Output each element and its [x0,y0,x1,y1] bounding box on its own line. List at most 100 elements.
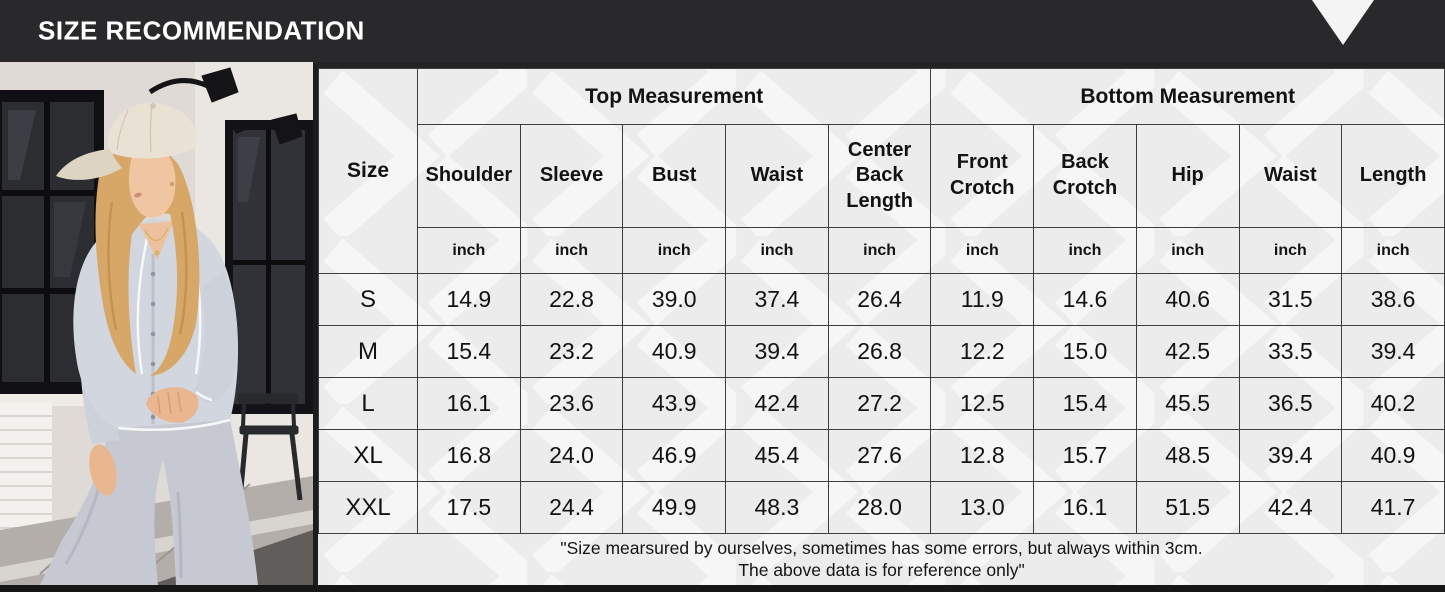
table-row-xl: XL 16.8 24.0 46.9 45.4 27.6 12.8 15.7 48… [318,429,1445,482]
page-title: SIZE RECOMMENDATION [38,15,365,46]
value-cell: 39.4 [1341,325,1445,378]
value-cell: 38.6 [1341,273,1445,326]
unit-cell: inch [1238,227,1343,274]
size-chart-table: Size Top Measurement Bottom Measurement … [318,68,1445,534]
value-cell: 12.5 [930,377,1035,430]
value-cell: 39.4 [725,325,829,378]
value-cell: 42.5 [1135,325,1240,378]
window-right [225,120,313,414]
value-cell: 39.4 [1238,429,1343,482]
value-cell: 39.0 [622,273,727,326]
size-label: L [318,377,418,430]
value-cell: 16.1 [1033,481,1137,534]
value-cell: 33.5 [1238,325,1343,378]
col-header: Length [1341,124,1445,228]
value-cell: 11.9 [930,273,1035,326]
value-cell: 16.1 [417,377,521,430]
unit-cell: inch [1135,227,1240,274]
table-footnote: "Size mearsured by ourselves, sometimes … [318,534,1445,585]
col-header: Waist [1238,124,1343,228]
col-header: Back Crotch [1033,124,1137,228]
unit-cell: inch [1341,227,1445,274]
value-cell: 40.9 [1341,429,1445,482]
value-cell: 15.4 [417,325,521,378]
top-measurement-header: Top Measurement [416,68,932,125]
value-cell: 42.4 [1238,481,1343,534]
size-label: S [318,273,418,326]
value-cell: 46.9 [622,429,727,482]
footnote-line-1: "Size mearsured by ourselves, sometimes … [560,538,1203,558]
bottom-measurement-header: Bottom Measurement [930,68,1445,125]
value-cell: 17.5 [417,481,521,534]
table-row-l: L 16.1 23.6 43.9 42.4 27.2 12.5 15.4 45.… [318,377,1445,430]
size-label: M [318,325,418,378]
col-header: Hip [1135,124,1240,228]
value-cell: 13.0 [930,481,1035,534]
bottom-strip [0,585,1445,592]
value-cell: 14.9 [417,273,521,326]
unit-row: inch inch inch inch inch inch inch inch … [319,227,1445,274]
value-cell: 28.0 [827,481,932,534]
value-cell: 40.6 [1135,273,1240,326]
value-cell: 48.3 [725,481,829,534]
model [40,102,258,585]
size-corner-header: Size [318,68,418,274]
value-cell: 26.8 [827,325,932,378]
value-cell: 27.2 [827,377,932,430]
value-cell: 36.5 [1238,377,1343,430]
value-cell: 16.8 [417,429,521,482]
value-cell: 24.4 [519,481,624,534]
header-banner: SIZE RECOMMENDATION [0,0,1445,62]
value-cell: 40.9 [622,325,727,378]
value-cell: 43.9 [622,377,727,430]
value-cell: 49.9 [622,481,727,534]
value-cell: 42.4 [725,377,829,430]
table-row-xxl: XXL 17.5 24.4 49.9 48.3 28.0 13.0 16.1 5… [318,481,1445,534]
value-cell: 40.2 [1341,377,1445,430]
unit-cell: inch [930,227,1035,274]
unit-cell: inch [1033,227,1137,274]
value-cell: 26.4 [827,273,932,326]
value-cell: 22.8 [519,273,624,326]
table-row-m: M 15.4 23.2 40.9 39.4 26.8 12.2 15.0 42.… [318,325,1445,378]
col-header: Sleeve [519,124,624,228]
size-label: XL [318,429,418,482]
value-cell: 45.5 [1135,377,1240,430]
value-cell: 41.7 [1341,481,1445,534]
unit-cell: inch [519,227,624,274]
model-photo-illustration [0,62,313,585]
size-label: XXL [318,481,418,534]
value-cell: 15.0 [1033,325,1137,378]
value-cell: 37.4 [725,273,829,326]
main-content: Size Top Measurement Bottom Measurement … [0,62,1445,585]
table-row-s: S 14.9 22.8 39.0 37.4 26.4 11.9 14.6 40.… [318,273,1445,326]
unit-cell: inch [622,227,727,274]
value-cell: 51.5 [1135,481,1240,534]
value-cell: 14.6 [1033,273,1137,326]
model-photo [0,62,313,585]
unit-cell: inch [725,227,829,274]
value-cell: 12.8 [930,429,1035,482]
col-header: Front Crotch [930,124,1035,228]
value-cell: 27.6 [827,429,932,482]
col-header: Waist [725,124,829,228]
unit-cell: inch [827,227,932,274]
value-cell: 31.5 [1238,273,1343,326]
col-header: Shoulder [417,124,521,228]
value-cell: 15.7 [1033,429,1137,482]
group-header-row: Size Top Measurement Bottom Measurement [318,68,1445,274]
value-cell: 23.6 [519,377,624,430]
size-table-panel: Size Top Measurement Bottom Measurement … [313,62,1445,585]
down-triangle-icon [1312,0,1374,45]
value-cell: 15.4 [1033,377,1137,430]
value-cell: 12.2 [930,325,1035,378]
value-cell: 48.5 [1135,429,1240,482]
unit-cell: inch [417,227,521,274]
value-cell: 24.0 [519,429,624,482]
column-header-row: Shoulder Sleeve Bust Waist Center Back L… [319,124,1445,228]
value-cell: 23.2 [519,325,624,378]
wall-lamp-icons [148,67,303,145]
footnote-line-2: The above data is for reference only" [738,560,1025,580]
col-header: Center Back Length [827,124,932,228]
col-header: Bust [622,124,727,228]
